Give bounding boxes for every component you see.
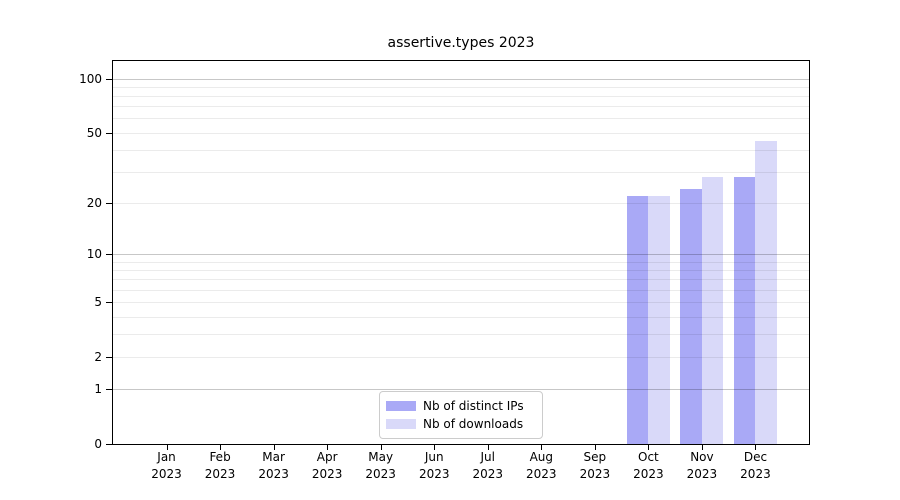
y-tick-label: 20 <box>86 195 102 210</box>
y-tick <box>106 389 112 391</box>
legend-swatch-downloads <box>386 419 416 429</box>
x-tick <box>541 445 543 450</box>
gridline-minor <box>113 356 809 358</box>
x-tick <box>273 445 275 450</box>
gridline-minor <box>113 334 809 336</box>
x-tick <box>327 445 329 450</box>
grid-layer <box>113 61 809 444</box>
x-tick <box>648 445 650 450</box>
bar-oct-ips <box>626 195 649 444</box>
gridline-minor <box>113 269 809 271</box>
x-tick <box>487 445 489 450</box>
gridline-minor <box>113 172 809 174</box>
gridline-minor <box>113 316 809 318</box>
legend-swatch-distinct-ips <box>386 401 416 411</box>
x-tick-label: Nov 2023 <box>686 450 718 481</box>
y-tick <box>106 78 112 80</box>
y-tick <box>106 132 112 134</box>
bar-nov-ips <box>680 189 702 444</box>
x-tick-label: Feb 2023 <box>204 450 236 481</box>
bars-layer <box>113 61 809 444</box>
bar-oct-downloads <box>648 195 670 444</box>
x-tick-label: Jul 2023 <box>472 450 504 481</box>
bar-dec-ips <box>733 177 756 444</box>
gridline-minor <box>113 261 809 263</box>
y-tick-label: 1 <box>94 382 102 397</box>
gridline-minor <box>113 289 809 291</box>
y-tick <box>106 444 112 445</box>
x-tick-label: May 2023 <box>365 450 396 481</box>
x-tick <box>220 445 222 450</box>
gridline-minor <box>113 95 809 97</box>
gridline-minor <box>113 279 809 281</box>
gridline-major <box>113 254 809 256</box>
gridline-minor <box>113 202 809 204</box>
plot-area <box>112 60 810 445</box>
gridline-minor <box>113 86 809 88</box>
legend-entry-downloads: Nb of downloads <box>386 415 534 433</box>
x-tick <box>755 445 757 450</box>
gridline-minor <box>113 149 809 151</box>
y-tick-label: 5 <box>94 295 102 310</box>
bar-dec-downloads <box>755 140 777 444</box>
y-tick-label: 2 <box>94 349 102 364</box>
x-tick-label: Jan 2023 <box>151 450 182 481</box>
gridline-minor <box>113 118 809 120</box>
legend-label-distinct-ips: Nb of distinct IPs <box>423 399 524 413</box>
x-tick <box>166 445 168 450</box>
x-tick-label: Jun 2023 <box>418 450 450 481</box>
y-tick <box>106 254 112 256</box>
x-tick-label: Sep 2023 <box>579 450 611 481</box>
chart-title: assertive.types 2023 <box>387 35 535 51</box>
y-tick-label: 10 <box>86 247 102 262</box>
y-tick-label: 100 <box>79 71 102 86</box>
y-tick <box>106 202 112 204</box>
y-tick-label: 50 <box>86 125 102 140</box>
gridline-major <box>113 78 809 80</box>
x-tick-label: Dec 2023 <box>740 450 771 481</box>
gridline-minor <box>113 106 809 108</box>
x-tick <box>380 445 382 450</box>
legend-entry-distinct-ips: Nb of distinct IPs <box>386 397 534 415</box>
gridline-major <box>113 389 809 391</box>
x-tick <box>434 445 436 450</box>
bar-nov-downloads <box>701 177 724 444</box>
x-tick-label: Oct 2023 <box>633 450 664 481</box>
y-tick <box>106 302 112 304</box>
x-tick-label: Apr 2023 <box>311 450 343 481</box>
y-tick-label: 0 <box>94 437 102 451</box>
x-tick-label: Aug 2023 <box>526 450 557 481</box>
y-tick <box>106 356 112 358</box>
gridline-minor <box>113 132 809 134</box>
legend-label-downloads: Nb of downloads <box>423 417 524 431</box>
x-tick-label: Mar 2023 <box>258 450 289 481</box>
legend: Nb of distinct IPs Nb of downloads <box>379 391 543 439</box>
x-tick <box>594 445 596 450</box>
x-tick <box>701 445 703 450</box>
gridline-minor <box>113 302 809 304</box>
